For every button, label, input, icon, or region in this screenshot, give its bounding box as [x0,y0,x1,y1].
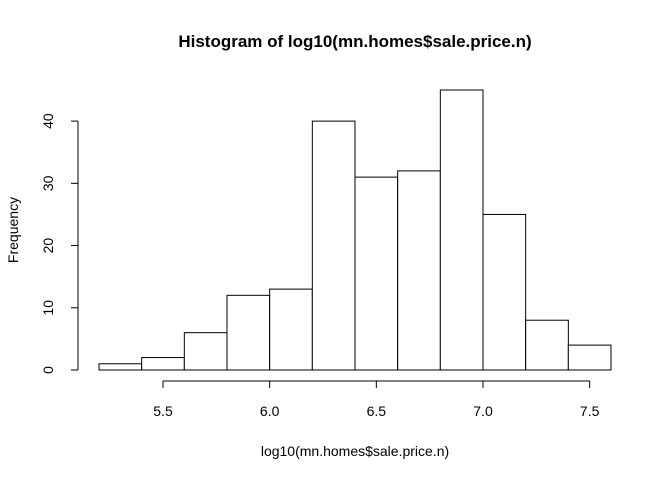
histogram-bar [567,344,612,371]
x-tick-label: 7.0 [473,403,493,419]
histogram-bar [482,213,527,371]
x-axis: 5.5 6.0 6.5 7.0 7.5 [153,380,600,419]
histogram-bar [98,363,143,371]
y-tick-label: 10 [40,300,56,316]
x-tick-label: 6.5 [367,403,387,419]
bars-group [98,89,612,371]
y-tick-label: 0 [40,366,56,374]
x-tick-label: 5.5 [153,403,173,419]
histogram-bar [226,294,271,371]
chart-title: Histogram of log10(mn.homes$sale.price.n… [178,32,531,51]
histogram-bar [354,176,399,371]
histogram-bar [311,120,356,371]
y-tick-label: 30 [40,175,56,191]
y-tick-label: 40 [40,113,56,129]
x-tick-label: 7.5 [580,403,600,419]
histogram-bar [183,332,228,371]
histogram-bar [525,319,569,371]
histogram-bar [439,89,484,371]
histogram-bar [397,170,441,371]
histogram-bar [269,288,313,371]
y-tick-label: 20 [40,238,56,254]
y-axis-label: Frequency [5,197,21,263]
y-axis: 0 10 20 30 40 [40,113,79,374]
x-axis-label: log10(mn.homes$sale.price.n) [261,443,449,459]
histogram-bar [141,357,185,371]
x-tick-label: 6.0 [260,403,280,419]
